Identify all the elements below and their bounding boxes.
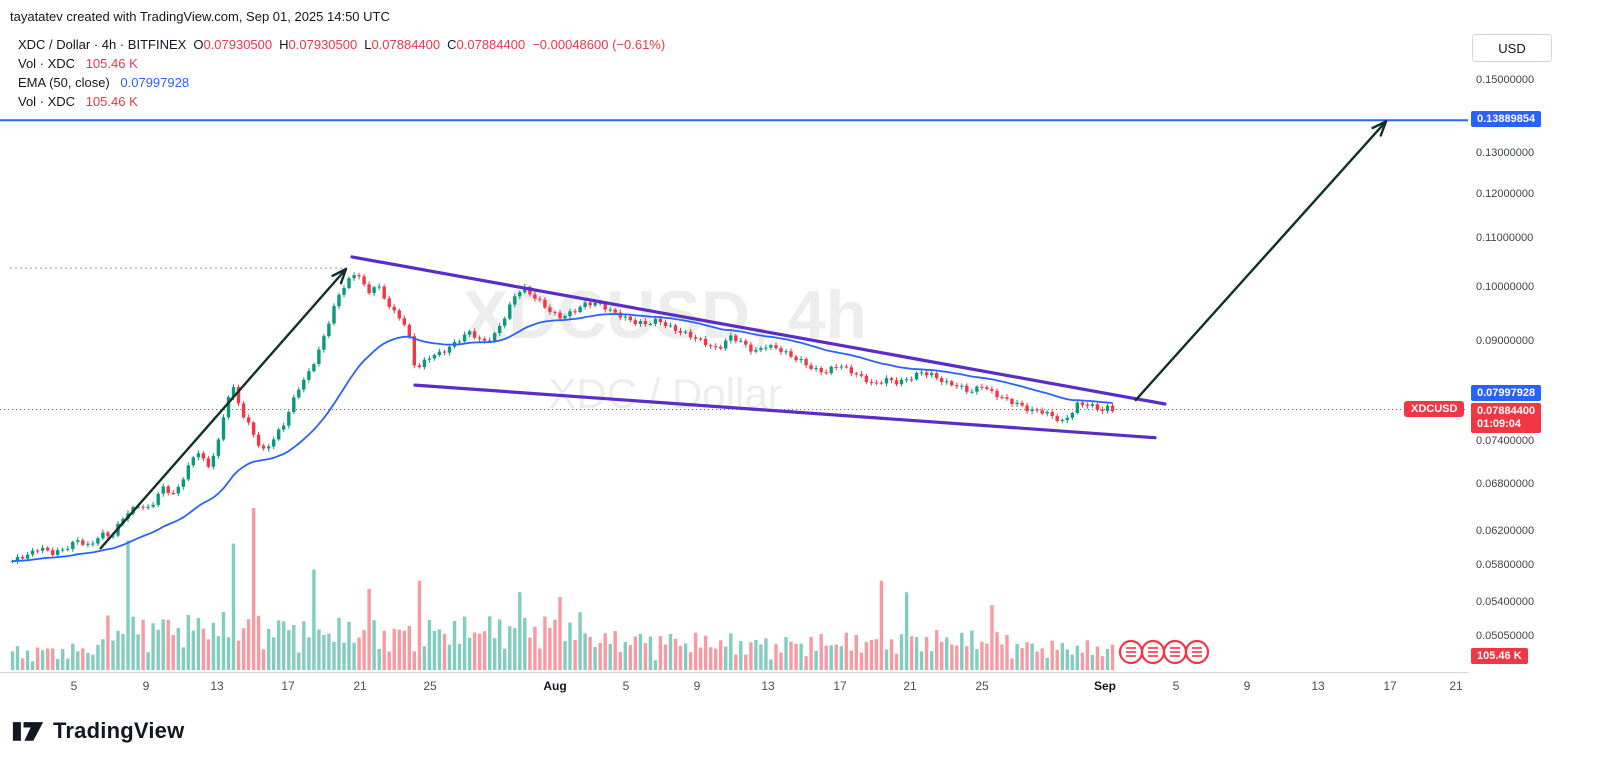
volume-row-value-2: 105.46 K (85, 94, 138, 109)
time-axis-label: 21 (903, 679, 917, 693)
ema-value-label: 0.07997928 (1471, 385, 1542, 402)
price-axis-label: 0.06200000 (1476, 525, 1535, 538)
prohibited-stamp-icon[interactable] (1140, 639, 1166, 665)
ohlc-value: 0.07930500 (288, 37, 358, 52)
breakout-arrow[interactable] (1134, 120, 1388, 402)
target-price-label: 0.13889854 (1471, 111, 1542, 128)
legend-row-ema[interactable]: EMA (50, close) 0.07997928 (18, 73, 665, 92)
price-axis-label: 0.13000000 (1476, 147, 1535, 160)
ohlc-values: O0.07930500 H0.07930500 L0.07884400 C0.0788… (186, 37, 525, 52)
last-price-label: 0.07884400 01:09:04 (1471, 402, 1542, 433)
ohlc-value: 0.07884400 (371, 37, 441, 52)
time-axis-label: 13 (1311, 679, 1325, 693)
legend-row-volume-2[interactable]: Vol · XDC 105.46 K (18, 92, 665, 111)
prohibited-stamp-icon[interactable] (1184, 639, 1210, 665)
time-axis-label: 9 (693, 679, 701, 693)
time-axis-label: 25 (975, 679, 989, 693)
attribution-text: tayatatev created with TradingView.com, … (10, 9, 390, 24)
rally-arrow[interactable] (99, 267, 348, 550)
time-axis[interactable]: 5 9 13 17 21 25 Aug 5 9 13 17 21 25 Sep 5 9 13 17 21 (0, 673, 1468, 702)
price-axis-label: 0.05400000 (1476, 595, 1535, 608)
time-axis-label: 21 (1449, 679, 1463, 693)
volume-row-value: 105.46 K (85, 56, 138, 71)
bar-countdown: 01:09:04 (1477, 417, 1522, 430)
price-axis-label: 0.12000000 (1476, 188, 1535, 200)
legend-symbol-row[interactable]: XDC / Dollar · 4h · BITFINEX O0.07930500 H… (18, 35, 665, 54)
symbol-price-flag: XDCUSD (1404, 400, 1465, 417)
ohlc-key: H (279, 37, 289, 52)
price-axis-label: 0.11000000 (1476, 232, 1534, 245)
legend-row-volume-1[interactable]: Vol · XDC 105.46 K (18, 54, 665, 73)
volume-row-label: Vol · XDC (18, 56, 76, 71)
candles (10, 272, 1115, 564)
time-axis-label: 5 (622, 679, 630, 693)
time-axis-label: 5 (1172, 679, 1180, 693)
time-axis-label: 21 (353, 679, 367, 693)
prohibited-stamp-icon[interactable] (1118, 639, 1144, 665)
ema-row-value: 0.07997928 (120, 75, 190, 90)
brand-text: TradingView (53, 718, 185, 743)
time-axis-label: 17 (281, 679, 295, 693)
time-axis-label: 25 (423, 679, 437, 693)
time-axis-label: 9 (142, 679, 150, 693)
wedge-upper-trendline[interactable] (350, 255, 1167, 406)
change-value: −0.00048600 (−0.61%) (532, 37, 666, 52)
time-axis-label: 17 (1383, 679, 1397, 693)
ema-50-line[interactable] (12, 313, 1113, 562)
prohibited-stamp-icon[interactable] (1162, 639, 1188, 665)
last-price-value: 0.07884400 (1477, 404, 1536, 417)
tradingview-brand-link[interactable]: TradingView (12, 715, 184, 747)
chart-canvas[interactable]: XDCUSD, 4hXDC / Dollar (0, 30, 1468, 672)
time-axis-label: Sep (1093, 679, 1116, 693)
drawing-annotations[interactable] (0, 119, 1468, 665)
time-axis-label: Aug (543, 679, 567, 693)
price-axis-label: 0.05800000 (1476, 559, 1535, 572)
ohlc-value: 0.07884400 (456, 37, 526, 52)
ohlc-key: O (193, 37, 204, 52)
ohlc-value: 0.07930500 (203, 37, 273, 52)
volume-row-label-2: Vol · XDC (18, 94, 76, 109)
ema-row-label: EMA (50, close) (18, 75, 110, 90)
ohlc-key: L (364, 37, 372, 52)
time-axis-label: 9 (1243, 679, 1251, 693)
price-axis-label: 0.15000000 (1476, 74, 1535, 86)
price-axis-label: 0.10000000 (1476, 281, 1535, 294)
time-axis-label: 13 (210, 679, 224, 693)
price-axis-label: 0.07400000 (1476, 434, 1535, 447)
time-axis-label: 13 (761, 679, 775, 693)
price-axis[interactable]: USD 0.15000000 0.13000000 0.12000000 0.1100… (1468, 30, 1600, 702)
watermark: XDCUSD, 4hXDC / Dollar (463, 277, 867, 417)
price-axis-label: 0.09000000 (1476, 334, 1535, 347)
price-axis-label: 0.06800000 (1476, 478, 1535, 491)
footer: TradingView (0, 702, 1600, 779)
price-axis-label: 0.05050000 (1476, 630, 1535, 642)
ema-line[interactable] (12, 313, 1113, 562)
time-axis-separator (0, 672, 1600, 673)
time-axis-label: 17 (833, 679, 847, 693)
wedge-lower-trendline[interactable] (413, 383, 1157, 440)
tradingview-logo (12, 722, 44, 741)
currency-usd-button[interactable]: USD (1472, 34, 1552, 62)
chart-region: XDCUSD, 4hXDC / Dollar XDC / Dollar · 4h… (0, 30, 1468, 672)
volume-value-label: 105.46 K (1471, 648, 1528, 664)
ohlc-key: C (447, 37, 457, 52)
volume-bars (10, 508, 1115, 670)
chart-legend: XDC / Dollar · 4h · BITFINEX O0.07930500 H… (18, 35, 665, 111)
symbol-title: XDC / Dollar · 4h · BITFINEX (18, 37, 187, 52)
time-axis-label: 5 (70, 679, 78, 693)
